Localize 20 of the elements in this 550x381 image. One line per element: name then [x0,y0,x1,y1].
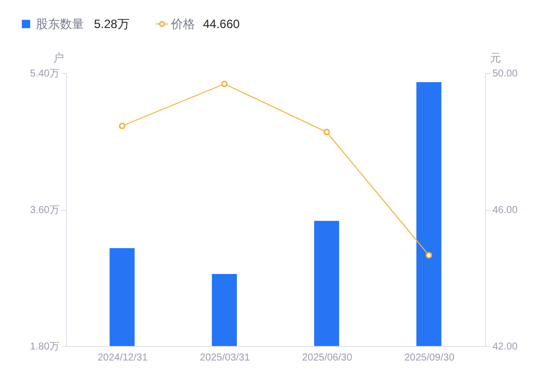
y2-tick-label: 46.00 [492,205,518,216]
y-axis-title: 户 [53,52,64,64]
point [426,252,432,258]
point [323,128,330,136]
y-tick-label: 3.60万 [30,205,60,216]
point [221,80,228,88]
point [118,122,126,130]
x-tick-label: 2024/12/31 [98,352,148,364]
text: 5.28万 [94,17,130,31]
x-tick-label: 2025/03/31 [200,352,250,364]
x-tick-label: 2025/06/30 [302,352,353,364]
y2-axis-title: 元 [490,52,501,64]
y2-tick-label: 50.00 [492,68,518,80]
y-tick-label: 5.40万 [30,68,60,80]
legend-label: 价格 [170,17,195,31]
legend-label: 股东数量 [36,17,84,31]
x-tick-label: 2025/09/30 [404,352,455,364]
text: 44.660 [203,17,240,31]
y-tick-label: 1.80万 [30,342,60,352]
y2-tick-label: 42.00 [492,342,518,352]
